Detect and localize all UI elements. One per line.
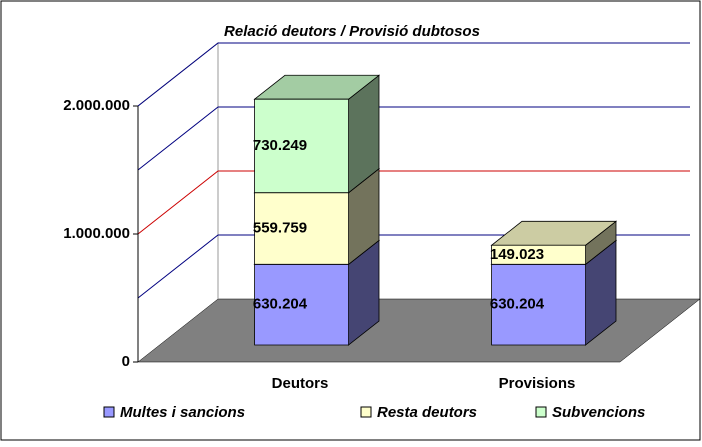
legend-label: Subvencions — [552, 404, 645, 421]
data-label: 149.023 — [490, 246, 544, 263]
y-tick-label: 2.000.000 — [63, 97, 130, 114]
data-label: 730.249 — [253, 137, 307, 154]
grid-line — [137, 170, 690, 235]
data-label: 630.204 — [490, 296, 545, 313]
legend-label: Resta deutors — [377, 404, 477, 421]
legend-label: Multes i sancions — [120, 404, 245, 421]
bar-segment — [253, 74, 381, 194]
y-tick-label: 1.000.000 — [63, 225, 130, 242]
data-label: 630.204 — [253, 296, 308, 313]
data-label: 559.759 — [253, 219, 307, 236]
grid-line — [137, 42, 690, 107]
grid-line — [137, 106, 690, 171]
legend-swatch — [103, 406, 115, 418]
legend-swatch — [535, 406, 547, 418]
x-tick-label: Provisions — [499, 375, 576, 392]
y-tick-label: 0 — [122, 353, 130, 370]
bar-segment — [490, 220, 618, 266]
chart-title: Relació deutors / Provisió dubtosos — [224, 23, 480, 40]
bar-front — [491, 244, 586, 265]
bar-front — [254, 98, 350, 194]
x-tick-label: Deutors — [272, 375, 329, 392]
legend-swatch — [360, 406, 372, 418]
